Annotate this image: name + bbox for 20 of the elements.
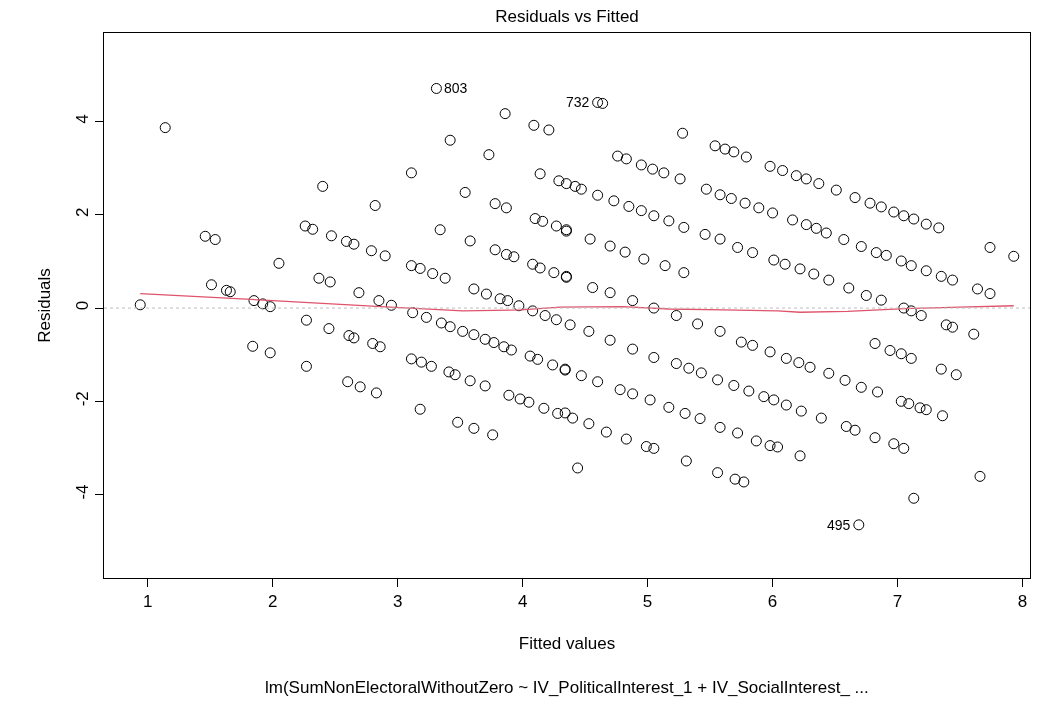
y-axis-title: Residuals (34, 268, 54, 343)
x-tick-label: 8 (1017, 592, 1028, 612)
text: lm(SumNonElectoralWithoutZero ~ IV_PoliticalInterest_1 + IV_SocialInterest_ ... (265, 678, 869, 697)
x-tick-label: 4 (517, 592, 528, 612)
x-tick-label: 3 (392, 592, 403, 612)
annotation: 732 (566, 94, 590, 110)
y-tick-label: 4 (73, 114, 93, 124)
x-tick-label: 1 (143, 592, 153, 612)
y-tick-label: 2 (73, 207, 93, 217)
chart-title: Residuals vs Fitted (495, 7, 639, 27)
x-tick-label: 5 (642, 592, 653, 612)
x-tick-label: 6 (767, 592, 778, 612)
annotation: 495 (827, 517, 851, 533)
x-tick-label: 2 (267, 592, 278, 612)
y-tick-label: -4 (73, 484, 93, 500)
x-axis-title: Fitted values (518, 633, 616, 653)
y-tick-label: 0 (73, 300, 93, 311)
annotation: 803 (444, 80, 468, 96)
y-tick-label: -2 (73, 391, 93, 407)
x-tick-label: 7 (892, 592, 903, 612)
